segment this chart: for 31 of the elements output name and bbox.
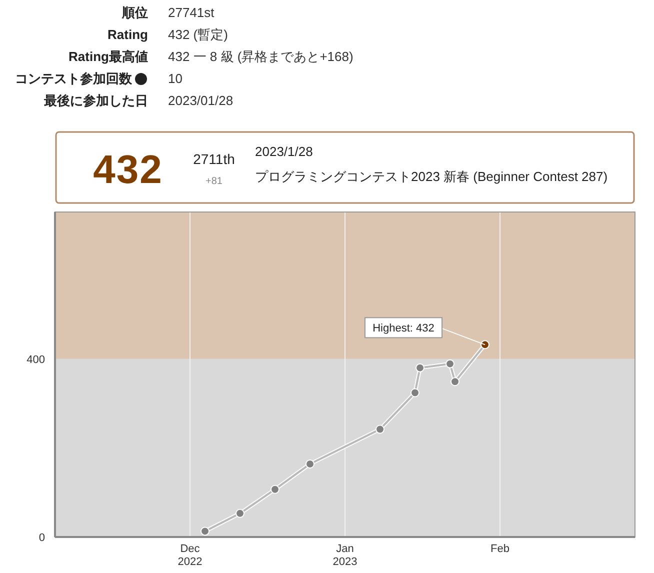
category-label: Rating: [108, 27, 148, 42]
point: [480, 340, 490, 350]
category-label: コンテスト参加回数: [15, 71, 133, 86]
text: 10: [168, 71, 182, 86]
point: [450, 377, 460, 386]
x-tick-label: Dec 2022: [178, 543, 202, 568]
category-label: Rating最高値: [68, 49, 148, 64]
category-label: 最後に参加した日: [43, 93, 148, 108]
point: [270, 484, 280, 494]
point: [410, 388, 420, 398]
point: [446, 359, 454, 368]
point: [416, 363, 424, 372]
text: 2023/01/28: [168, 93, 234, 108]
text: 432: [93, 148, 163, 192]
text: 2023/1/28: [255, 144, 313, 159]
x-tick-label: Jan 2023: [332, 543, 358, 568]
text: 27741st: [168, 5, 215, 20]
point: [200, 526, 210, 536]
text: 2711th: [193, 151, 235, 167]
text: プログラミングコンテスト2023 新春 (Beginner Contest 287): [255, 169, 608, 184]
point: [376, 424, 384, 434]
y-tick-label: 400: [26, 354, 45, 366]
text: 432 (暫定): [168, 27, 228, 42]
point: [306, 459, 314, 468]
y-tick-label: 0: [38, 532, 45, 544]
x-tick-label: Feb: [490, 543, 510, 555]
text: 432 一 8 級 (昇格まであと+168): [168, 49, 354, 64]
category-label: 順位: [121, 5, 148, 20]
text: +81: [206, 176, 223, 187]
annotation: Highest: 432: [372, 322, 434, 335]
point: [236, 508, 244, 518]
